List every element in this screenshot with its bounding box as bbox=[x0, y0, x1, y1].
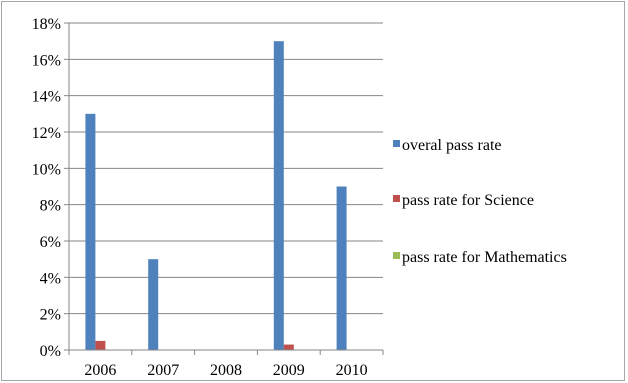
bar bbox=[283, 344, 294, 350]
y-tick-label: 6% bbox=[40, 234, 61, 251]
bars bbox=[85, 41, 347, 351]
y-tick-label: 0% bbox=[40, 343, 61, 360]
axes bbox=[64, 22, 384, 355]
bar bbox=[336, 186, 347, 350]
legend-label: pass rate for Science bbox=[402, 192, 534, 209]
bar bbox=[85, 113, 96, 350]
y-tick-label: 10% bbox=[32, 161, 61, 178]
x-tick-label: 2008 bbox=[210, 362, 242, 379]
bar bbox=[148, 259, 159, 350]
grid-lines bbox=[69, 22, 383, 315]
y-tick-label: 16% bbox=[32, 52, 61, 69]
bar bbox=[95, 340, 106, 350]
x-tick-label: 2006 bbox=[84, 362, 116, 379]
legend-label: pass rate for Mathematics bbox=[402, 249, 567, 266]
x-tick-label: 2007 bbox=[147, 362, 179, 379]
y-tick-label: 12% bbox=[32, 125, 61, 142]
x-tick-label: 2010 bbox=[336, 362, 368, 379]
y-tick-label: 4% bbox=[40, 270, 61, 287]
x-tick-labels: 2006 2007 2008 2009 2010 bbox=[84, 362, 367, 379]
legend-swatch bbox=[393, 195, 400, 202]
bar bbox=[273, 41, 284, 351]
y-tick-label: 14% bbox=[32, 89, 61, 106]
y-tick-label: 2% bbox=[40, 307, 61, 324]
y-tick-labels: 0% 2% 4% 6% 8% 10% 12% 14% 16% 18% bbox=[32, 16, 61, 360]
legend-label: overal pass rate bbox=[402, 137, 502, 154]
x-tick-label: 2009 bbox=[273, 362, 305, 379]
y-tick-label: 18% bbox=[32, 16, 61, 33]
legend-swatch bbox=[393, 252, 400, 259]
y-tick-label: 8% bbox=[40, 198, 61, 215]
legend-swatch bbox=[393, 140, 400, 147]
legend: overal pass rate pass rate for Science pas… bbox=[393, 137, 567, 266]
